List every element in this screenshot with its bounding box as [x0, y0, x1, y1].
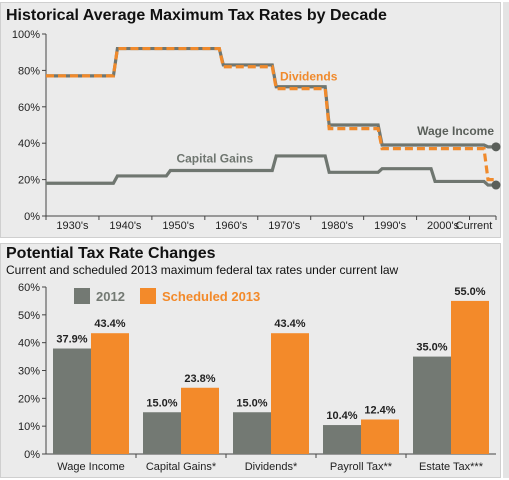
chart-title-historical: Historical Average Maximum Tax Rates by …	[6, 7, 387, 24]
bar-value-label: 15.0%	[236, 397, 267, 409]
x-tick-label-historical: Current	[456, 220, 493, 232]
bar-value-label: 55.0%	[454, 286, 485, 298]
x-tick-label-historical: 1960's	[215, 220, 248, 232]
bar-value-label: 10.4%	[326, 410, 357, 422]
legend-label-2012: 2012	[96, 289, 125, 304]
bar-value-label: 35.0%	[416, 342, 447, 354]
y-tick-label-historical: 0%	[24, 211, 40, 223]
bar-value-label: 23.8%	[184, 373, 215, 385]
y-tick-label-historical: 100%	[12, 29, 40, 41]
x-tick-label-historical: 2000's	[427, 220, 460, 232]
series-label-dividends: Dividends	[280, 70, 338, 84]
bar-value-label: 37.9%	[56, 334, 87, 346]
bar-2012	[413, 356, 451, 454]
series-line-dividends	[46, 46, 496, 182]
bar-value-label: 12.4%	[364, 404, 395, 416]
bar-2012	[53, 348, 91, 454]
y-tick-label-potential: 0%	[24, 449, 40, 461]
category-label: Wage Income	[57, 461, 124, 473]
y-tick-label-potential: 30%	[18, 366, 40, 378]
bar-2012	[233, 412, 271, 454]
bar-scheduled-2013	[271, 333, 309, 454]
y-tick-label-potential: 60%	[18, 282, 40, 294]
bar-2012	[323, 425, 361, 454]
y-tick-label-potential: 10%	[18, 421, 40, 433]
bar-2012	[143, 412, 181, 454]
series-label-wage-income: Wage Income	[417, 124, 494, 138]
x-tick-label-historical: 1950's	[162, 220, 195, 232]
chart-subtitle-potential: Current and scheduled 2013 maximum feder…	[6, 263, 399, 277]
x-tick-label-historical: 1980's	[321, 220, 354, 232]
x-tick-label-historical: 1990's	[374, 220, 407, 232]
x-tick-label-historical: 1940's	[109, 220, 142, 232]
x-tick-label-historical: 1930's	[56, 220, 89, 232]
bar-scheduled-2013	[91, 333, 129, 454]
category-label: Estate Tax***	[419, 461, 484, 473]
bar-scheduled-2013	[451, 300, 489, 454]
y-tick-label-potential: 40%	[18, 338, 40, 350]
category-label: Dividends*	[245, 461, 298, 473]
end-marker-capital-gains	[491, 180, 501, 190]
y-tick-label-historical: 40%	[18, 138, 40, 150]
y-tick-label-historical: 80%	[18, 65, 40, 77]
bar-value-label: 15.0%	[146, 397, 177, 409]
bar-scheduled-2013	[361, 419, 399, 454]
series-line-capital-gains	[46, 154, 496, 187]
legend-label-scheduled-2013: Scheduled 2013	[162, 289, 260, 304]
series-label-capital-gains: Capital Gains	[176, 152, 253, 166]
y-tick-label-historical: 20%	[18, 175, 40, 187]
y-tick-label-potential: 20%	[18, 393, 40, 405]
end-marker-wage-income	[491, 142, 501, 152]
y-tick-label-historical: 60%	[18, 102, 40, 114]
right-edge-strip	[503, 2, 509, 478]
historical-rates-panel	[0, 2, 501, 238]
category-label: Payroll Tax**	[330, 461, 393, 473]
category-label: Capital Gains*	[146, 461, 217, 473]
x-tick-label-historical: 1970's	[268, 220, 301, 232]
legend-swatch-2012	[74, 288, 90, 304]
chart-title-potential: Potential Tax Rate Changes	[6, 245, 216, 262]
bar-value-label: 43.4%	[94, 318, 125, 330]
bar-value-label: 43.4%	[274, 318, 305, 330]
y-tick-label-potential: 50%	[18, 310, 40, 322]
bar-scheduled-2013	[181, 387, 219, 454]
legend-swatch-scheduled-2013	[140, 288, 156, 304]
